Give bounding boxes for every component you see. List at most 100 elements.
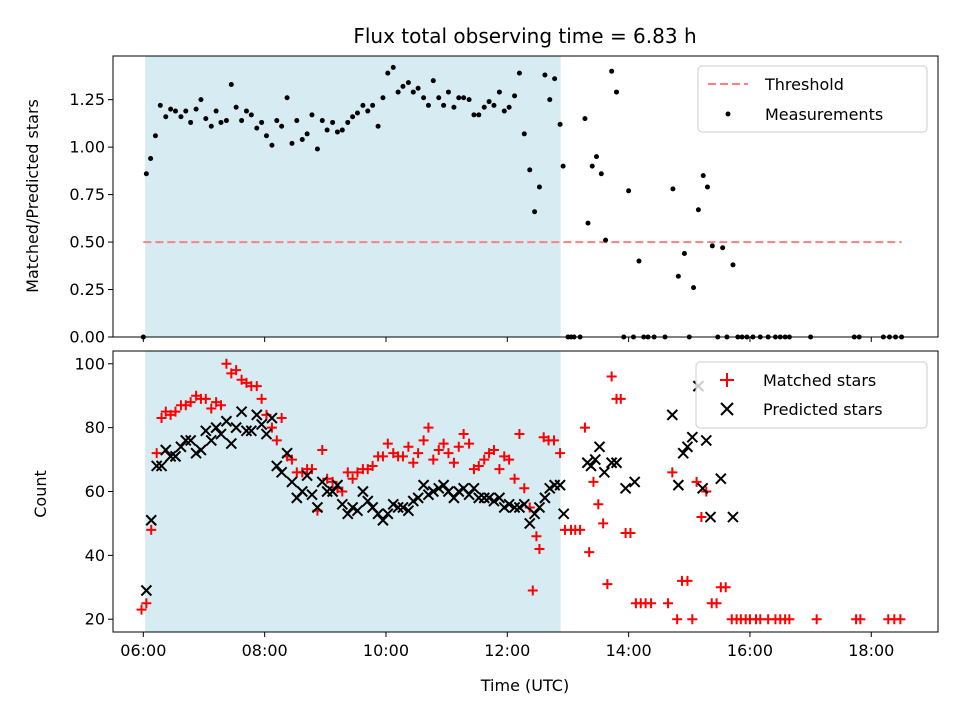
matched-star-point xyxy=(494,464,505,475)
predicted-star-point xyxy=(145,514,157,526)
predicted-star-point xyxy=(585,460,597,472)
top-legend: Threshold Measurements xyxy=(697,65,928,133)
predicted-star-point xyxy=(225,437,237,450)
measurement-point xyxy=(547,97,553,103)
predicted-star-point xyxy=(666,409,679,421)
measurement-point xyxy=(506,104,512,110)
matched-star-point xyxy=(200,393,211,404)
matched-star-point xyxy=(382,438,393,449)
measurement-point xyxy=(208,123,214,129)
measurement-point xyxy=(589,163,595,169)
predicted-star-point xyxy=(326,485,339,498)
predicted-star-point xyxy=(508,501,521,514)
matched-star-point xyxy=(855,614,866,625)
matched-star-point xyxy=(206,403,217,414)
measurement-point xyxy=(430,78,436,84)
measurement-point xyxy=(481,104,487,110)
measurement-point xyxy=(593,154,599,160)
measurement-point xyxy=(501,108,507,114)
matched-star-point xyxy=(342,467,353,478)
predicted-star-point xyxy=(696,482,709,495)
predicted-star-point xyxy=(402,504,415,517)
bottom-y-tick-label: 20 xyxy=(85,610,105,629)
matched-star-point xyxy=(663,598,674,609)
predicted-star-point xyxy=(160,444,172,456)
matched-star-point xyxy=(720,582,731,593)
bottom-shaded-span xyxy=(145,351,561,632)
measurement-point xyxy=(720,245,726,251)
predicted-star-point xyxy=(311,501,324,514)
matched-star-point xyxy=(534,543,545,554)
predicted-star-point xyxy=(306,488,318,501)
predicted-star-point xyxy=(628,476,641,488)
matched-star-point xyxy=(682,575,693,586)
predicted-star-point xyxy=(382,508,394,520)
measurement-point xyxy=(198,97,204,103)
bottom-legend-box xyxy=(695,361,928,429)
predicted-star-point xyxy=(251,409,263,421)
predicted-star-point xyxy=(164,450,177,463)
predicted-star-point xyxy=(518,498,530,510)
matched-star-point xyxy=(367,460,378,471)
bottom-y-tick-label: 40 xyxy=(85,546,105,565)
measurement-point xyxy=(441,102,447,108)
measurement-point xyxy=(516,70,522,76)
measurement-point xyxy=(370,102,376,108)
matched-star-point xyxy=(443,448,454,459)
matched-star-point xyxy=(413,448,424,459)
bottom-y-tick-label: 80 xyxy=(85,418,105,437)
predicted-stars-points xyxy=(140,380,739,597)
measurement-point xyxy=(163,114,169,120)
measurement-point xyxy=(471,112,477,118)
predicted-star-point xyxy=(215,428,227,440)
matched-star-point xyxy=(531,531,542,542)
matched-star-point xyxy=(448,457,459,468)
measurement-point xyxy=(681,250,687,256)
bottom-x-tick-label: 16:00 xyxy=(727,641,773,660)
measurement-point xyxy=(582,116,588,122)
matched-star-point xyxy=(306,464,317,475)
measurement-point xyxy=(334,129,340,135)
predicted-star-point xyxy=(220,415,233,427)
matched-star-point xyxy=(266,422,277,433)
bottom-x-axis-label: Time (UTC) xyxy=(480,676,569,695)
measurement-point xyxy=(704,184,710,190)
matched-star-point xyxy=(672,614,683,625)
measurement-point xyxy=(228,81,234,87)
measurement-point xyxy=(223,118,229,124)
matched-star-point xyxy=(322,473,333,484)
matched-star-point xyxy=(504,454,515,465)
matched-star-point xyxy=(453,441,464,452)
matched-star-point xyxy=(327,476,338,487)
measurement-point xyxy=(284,95,290,101)
matched-star-point xyxy=(696,512,707,523)
predicted-star-point xyxy=(700,434,712,447)
measurement-point xyxy=(552,76,558,82)
predicted-star-point xyxy=(296,485,308,498)
bottom-panel: 20 40 60 80 100 06:00 08:00 10:00 12:00 14:00 16:… xyxy=(31,350,939,695)
matched-star-point xyxy=(256,393,267,404)
matched-star-point xyxy=(146,524,157,535)
measurement-point xyxy=(521,131,527,137)
matched-star-point xyxy=(458,429,469,440)
measurement-point xyxy=(203,116,209,122)
predicted-star-point xyxy=(351,504,364,517)
measurement-point xyxy=(496,89,502,95)
measurement-point xyxy=(691,285,697,291)
predicted-star-point xyxy=(392,501,404,514)
predicted-star-point xyxy=(503,498,515,510)
predicted-star-point xyxy=(524,517,536,530)
measurement-point xyxy=(476,112,482,118)
matched-star-point xyxy=(151,448,162,459)
matched-star-point xyxy=(519,483,530,494)
measurement-point xyxy=(304,131,310,137)
predicted-star-point xyxy=(605,457,618,469)
matched-star-point xyxy=(479,454,490,465)
matched-star-point xyxy=(549,435,560,446)
matched-star-point xyxy=(691,476,702,487)
measurement-point xyxy=(183,108,189,114)
measurement-point xyxy=(670,186,676,192)
top-y-tick-label: 1.00 xyxy=(69,138,105,157)
predicted-star-point xyxy=(155,460,168,472)
measurement-point xyxy=(279,123,285,129)
